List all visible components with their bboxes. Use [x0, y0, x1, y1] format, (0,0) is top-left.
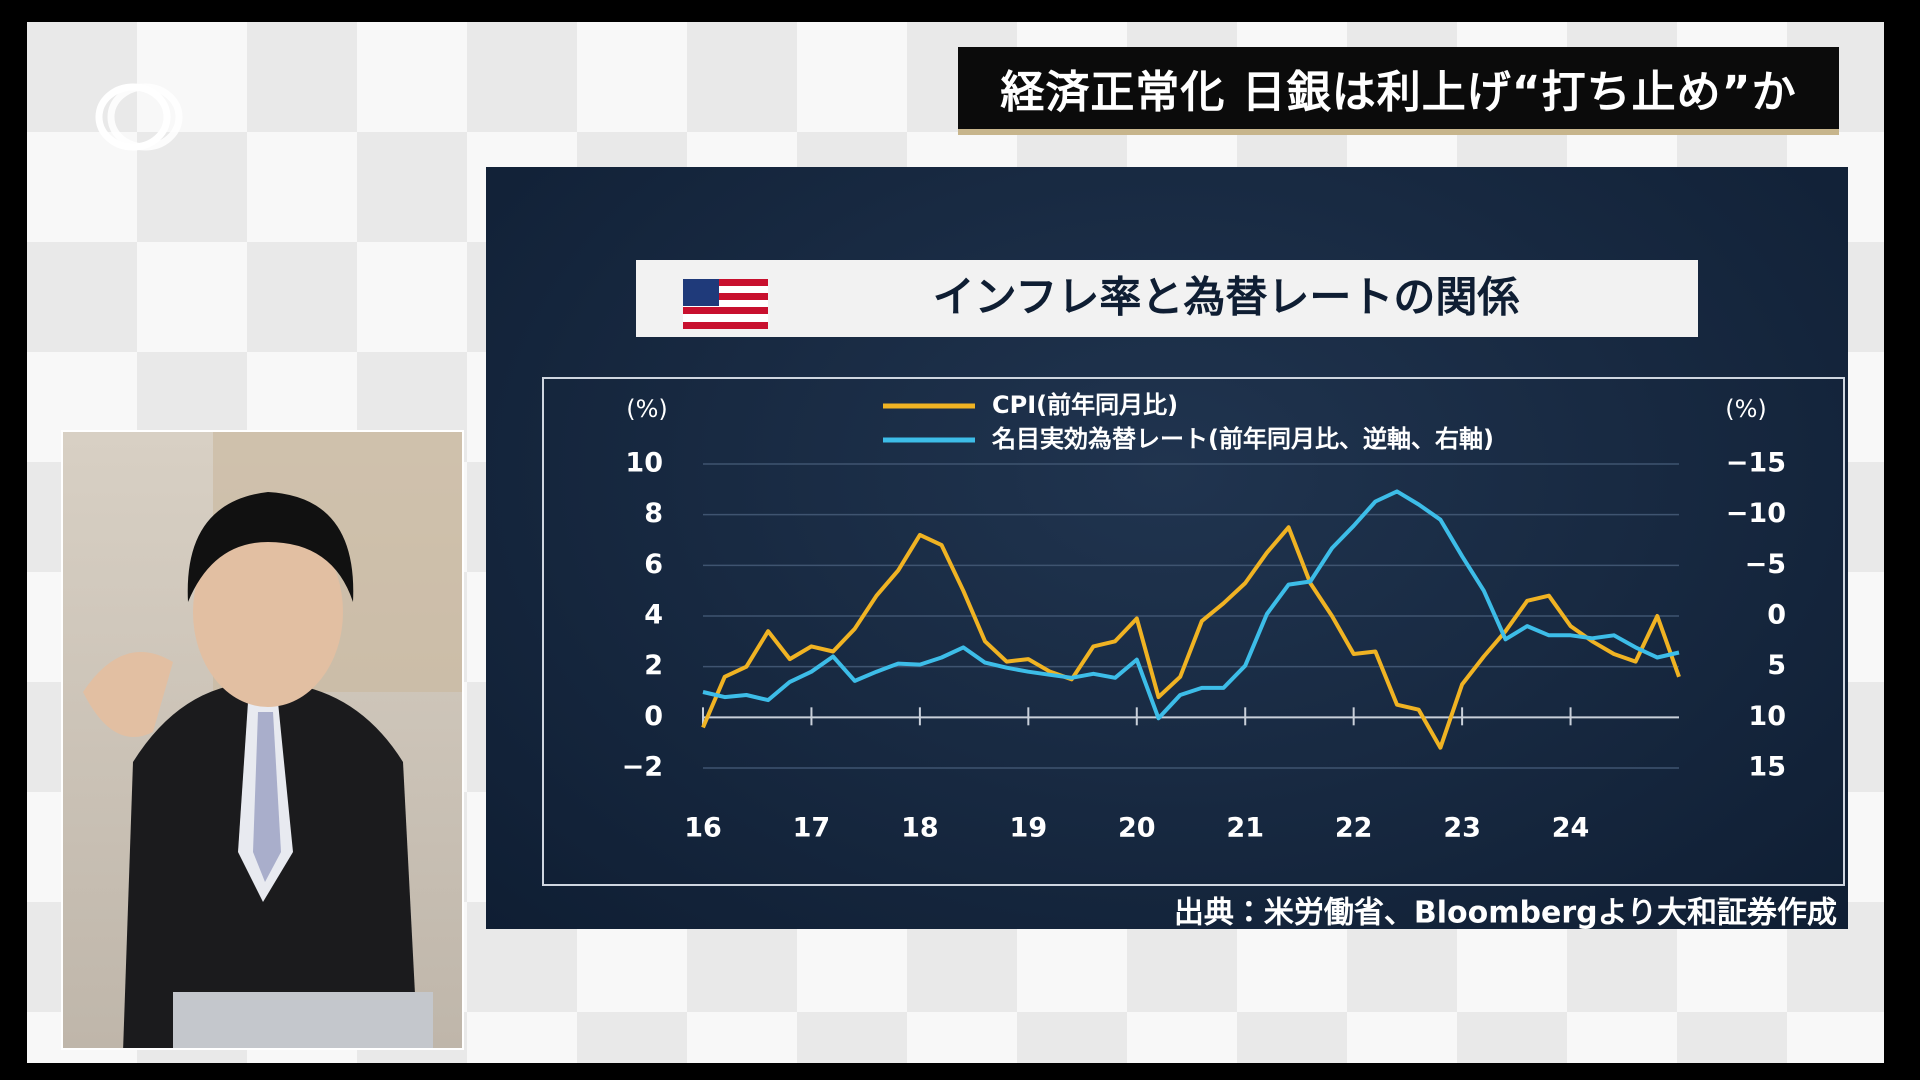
chart-title: インフレ率と為替レートの関係 [933, 273, 1520, 322]
y2-tick-label: 15 [1748, 752, 1786, 783]
y-tick-label: 6 [644, 549, 663, 580]
plot-frame [542, 377, 1845, 886]
broadcast-screen: 経済正常化 日銀は利上げ“打ち止め”か インフレ率と為替レートの関係 (%) [27, 22, 1884, 1063]
y-tick-label: 0 [644, 701, 663, 732]
y-tick-label: 8 [644, 498, 663, 529]
x-tick-label: 20 [1118, 813, 1156, 844]
x-tick-label: 18 [901, 813, 939, 844]
x-tick-label: 16 [684, 813, 722, 844]
presenter-video [61, 430, 464, 1050]
legend-label: CPI(前年同月比) [992, 391, 1178, 419]
series-line [701, 525, 1681, 750]
chart-title-box [636, 260, 1698, 337]
y-axis-unit: (%) [626, 395, 668, 423]
y2-tick-label: 5 [1767, 650, 1786, 681]
legend-label: 名目実効為替レート(前年同月比、逆軸、右軸) [991, 425, 1494, 453]
us-flag [683, 279, 768, 329]
y2-axis-unit: (%) [1725, 395, 1767, 423]
y2-tick-label: −5 [1745, 549, 1786, 580]
x-tick-label: 24 [1552, 813, 1590, 844]
y2-tick-label: 0 [1767, 600, 1786, 631]
series-line [702, 489, 1680, 721]
y2-tick-label: 10 [1748, 701, 1786, 732]
headline: 経済正常化 日銀は利上げ“打ち止め”か [1000, 67, 1797, 118]
x-tick-label: 23 [1443, 813, 1481, 844]
x-tick-label: 22 [1335, 813, 1373, 844]
channel-logo [95, 83, 183, 151]
x-tick-label: 17 [793, 813, 831, 844]
chart-panel: インフレ率と為替レートの関係 (%) (%) 出典：米労働省、Bloomberg… [486, 167, 1848, 929]
y2-tick-label: −10 [1726, 498, 1786, 529]
y-tick-label: 2 [644, 650, 663, 681]
x-tick-label: 19 [1010, 813, 1048, 844]
chart: インフレ率と為替レートの関係 (%) (%) 出典：米労働省、Bloomberg… [542, 260, 1845, 930]
headline-banner: 経済正常化 日銀は利上げ“打ち止め”か [958, 47, 1839, 135]
y-tick-label: 4 [644, 600, 663, 631]
presenter-figure [83, 432, 462, 1048]
y-tick-label: 10 [625, 448, 663, 479]
y-tick-label: −2 [622, 752, 663, 783]
y2-tick-label: −15 [1726, 448, 1786, 479]
source-note: 出典：米労働省、Bloombergより大和証券作成 [1174, 896, 1837, 930]
x-tick-label: 21 [1226, 813, 1264, 844]
